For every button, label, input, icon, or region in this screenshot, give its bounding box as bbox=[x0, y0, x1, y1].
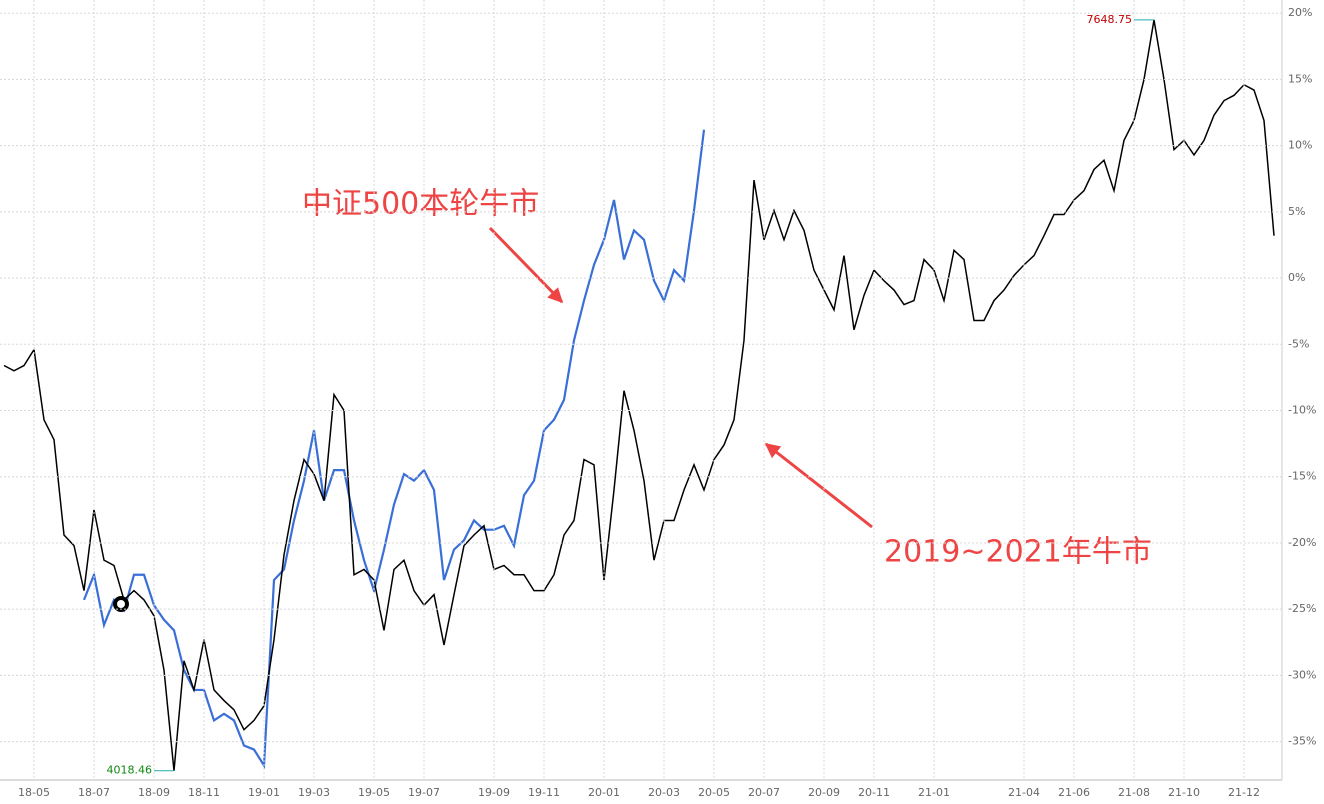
x-tick-label: 19-01 bbox=[248, 786, 280, 799]
x-tick-label: 18-09 bbox=[138, 786, 170, 799]
x-tick-label: 19-11 bbox=[528, 786, 560, 799]
x-tick-label: 21-08 bbox=[1118, 786, 1150, 799]
y-tick-label: -35% bbox=[1288, 735, 1316, 748]
y-tick-label: -10% bbox=[1288, 404, 1316, 417]
x-tick-label: 20-11 bbox=[858, 786, 890, 799]
x-tick-label: 18-05 bbox=[18, 786, 50, 799]
x-tick-label: 20-01 bbox=[588, 786, 620, 799]
x-tick-label: 19-07 bbox=[408, 786, 440, 799]
callout-text: 中证500本轮牛市 bbox=[302, 187, 539, 222]
y-tick-label: 20% bbox=[1288, 6, 1312, 19]
x-tick-label: 19-05 bbox=[358, 786, 390, 799]
y-tick-label: 5% bbox=[1288, 205, 1305, 218]
x-tick-label: 21-12 bbox=[1228, 786, 1260, 799]
y-tick-label: -20% bbox=[1288, 536, 1316, 549]
series-line bbox=[82, 129, 706, 769]
y-tick-label: -25% bbox=[1288, 602, 1316, 615]
annotation-label: 4018.46 bbox=[107, 764, 153, 777]
y-tick-label: -5% bbox=[1288, 337, 1309, 350]
series-line bbox=[3, 19, 1275, 771]
y-tick-label: 15% bbox=[1288, 72, 1312, 85]
x-tick-label: 21-01 bbox=[918, 786, 950, 799]
x-tick-label: 19-09 bbox=[478, 786, 510, 799]
y-tick-label: -30% bbox=[1288, 668, 1316, 681]
callout-arrow bbox=[764, 442, 873, 529]
x-tick-label: 21-04 bbox=[1008, 786, 1040, 799]
marker-dot bbox=[113, 596, 129, 612]
x-tick-label: 18-11 bbox=[188, 786, 220, 799]
y-tick-label: 0% bbox=[1288, 271, 1305, 284]
x-tick-label: 18-07 bbox=[78, 786, 110, 799]
x-tick-label: 20-05 bbox=[698, 786, 730, 799]
x-tick-label: 21-06 bbox=[1058, 786, 1090, 799]
x-tick-label: 21-10 bbox=[1168, 786, 1200, 799]
lines bbox=[3, 19, 1275, 771]
callout-text: 2019~2021年牛市 bbox=[884, 535, 1152, 570]
annotation-label: 7648.75 bbox=[1087, 13, 1133, 26]
x-tick-label: 20-09 bbox=[808, 786, 840, 799]
x-tick-label: 20-07 bbox=[748, 786, 780, 799]
x-tick-label: 19-03 bbox=[298, 786, 330, 799]
y-tick-label: -15% bbox=[1288, 470, 1316, 483]
y-tick-label: 10% bbox=[1288, 139, 1312, 152]
x-tick-label: 20-03 bbox=[648, 786, 680, 799]
callout-arrow bbox=[488, 226, 564, 304]
